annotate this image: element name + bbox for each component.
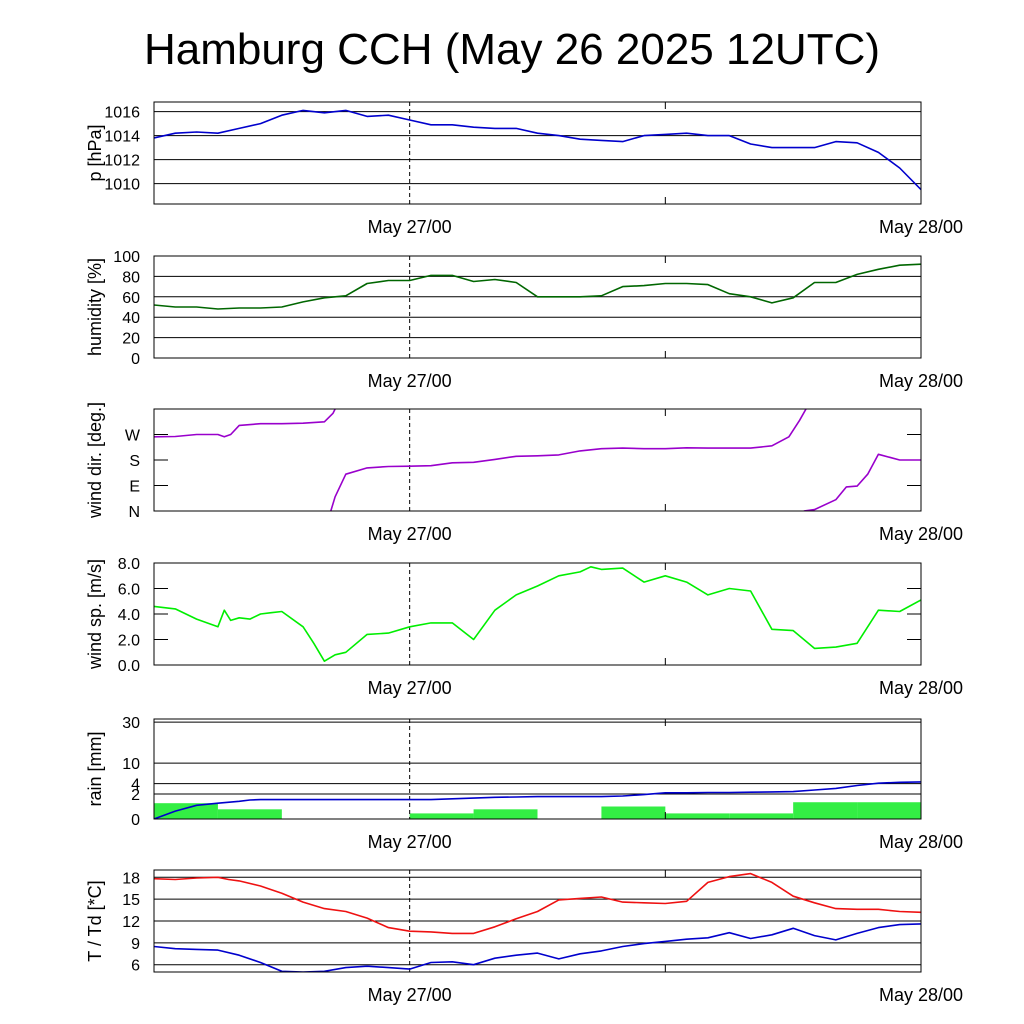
plot-frame xyxy=(153,718,922,820)
rain-bar xyxy=(857,802,921,819)
x-tick-label: May 27/00 xyxy=(368,678,452,698)
y-tick-label: 0.0 xyxy=(118,658,140,675)
y-tick-label: 60 xyxy=(122,290,140,307)
rain-bar xyxy=(729,813,794,819)
x-tick-label: May 27/00 xyxy=(368,985,452,1005)
x-tick-label: May 28/00 xyxy=(879,678,963,698)
rain-bar xyxy=(665,813,730,819)
y-axis-label: p [hPa] xyxy=(85,124,105,181)
series-line xyxy=(154,923,921,972)
y-tick-label: 9 xyxy=(131,936,140,953)
y-tick-label: 2 xyxy=(131,787,140,804)
y-tick-label: 15 xyxy=(122,892,140,909)
series-line xyxy=(330,409,807,511)
panel-4: 0.0 2.0 4.0 6.0 8.0 wind sp. [m/s] May 27/00 Ma… xyxy=(85,556,963,698)
series-line xyxy=(154,409,336,438)
plot-frame xyxy=(153,101,922,205)
y-tick-label: E xyxy=(129,479,140,496)
y-axis-label: T / Td [*C] xyxy=(85,880,105,961)
x-tick-label: May 27/00 xyxy=(368,832,452,852)
x-tick-label: May 28/00 xyxy=(879,217,963,237)
y-tick-label: 8.0 xyxy=(118,556,140,573)
y-tick-label: 1012 xyxy=(104,153,140,170)
x-tick-label: May 28/00 xyxy=(879,832,963,852)
y-tick-label: 1014 xyxy=(104,129,140,146)
rain-bar xyxy=(409,813,474,819)
y-tick-label: W xyxy=(125,428,141,445)
plot-frame xyxy=(153,408,922,512)
x-tick-label: May 28/00 xyxy=(879,524,963,544)
y-tick-label: 20 xyxy=(122,331,140,348)
plot-frame xyxy=(153,255,922,359)
series-line xyxy=(154,109,921,191)
y-tick-label: 1010 xyxy=(104,177,140,194)
x-tick-label: May 27/00 xyxy=(368,217,452,237)
y-tick-label: 0 xyxy=(131,812,140,829)
y-tick-label: 4.0 xyxy=(118,607,140,624)
plot-frame xyxy=(153,562,922,666)
y-tick-label: S xyxy=(129,453,140,470)
y-tick-label: 12 xyxy=(122,914,140,931)
series-line xyxy=(803,453,921,511)
series-line xyxy=(154,872,921,935)
series-line xyxy=(154,565,921,663)
series-line xyxy=(154,263,921,310)
x-tick-label: May 28/00 xyxy=(879,985,963,1005)
y-tick-label: 80 xyxy=(122,269,140,286)
y-tick-label: 10 xyxy=(122,756,140,773)
y-tick-label: 100 xyxy=(113,249,140,266)
page-title: Hamburg CCH (May 26 2025 12UTC) xyxy=(143,25,881,74)
rain-bar xyxy=(217,809,282,819)
y-tick-label: 4 xyxy=(131,777,140,794)
y-axis-label: rain [mm] xyxy=(85,731,105,806)
x-tick-label: May 28/00 xyxy=(879,371,963,391)
rain-bar xyxy=(793,802,858,819)
y-tick-label: 1016 xyxy=(104,105,140,122)
y-axis-label: humidity [%] xyxy=(85,258,105,356)
panel-6: 6 9 12 15 18 T / Td [*C] May 27/00 May 28/00 xyxy=(85,869,963,1005)
panel-2: 0 20 40 60 80 100 humidity [%] May 27/00 May 28/… xyxy=(85,249,963,391)
y-tick-label: 18 xyxy=(122,870,140,887)
x-tick-label: May 27/00 xyxy=(368,524,452,544)
y-tick-label: 2.0 xyxy=(118,633,140,650)
y-tick-label: 0 xyxy=(131,351,140,368)
rain-bar xyxy=(601,806,666,819)
series-line xyxy=(154,781,921,819)
rain-bar xyxy=(154,803,218,819)
y-tick-label: 30 xyxy=(122,715,140,732)
y-axis-label: wind sp. [m/s] xyxy=(85,559,105,670)
panel-5: 0 24 10 30 rain [mm] May 27/00 May 28/00 xyxy=(85,715,963,852)
rain-bar xyxy=(473,809,538,819)
plot-frame xyxy=(153,869,922,973)
x-tick-label: May 27/00 xyxy=(368,371,452,391)
y-tick-label: 6.0 xyxy=(118,582,140,599)
panel-1: 1010 1012 1014 1016 p [hPa] May 27/00 May 28/0… xyxy=(85,101,963,237)
y-axis-label: wind dir. [deg.] xyxy=(85,402,105,519)
y-tick-label: N xyxy=(128,504,140,521)
y-tick-label: 40 xyxy=(122,310,140,327)
y-tick-label: 6 xyxy=(131,958,140,975)
